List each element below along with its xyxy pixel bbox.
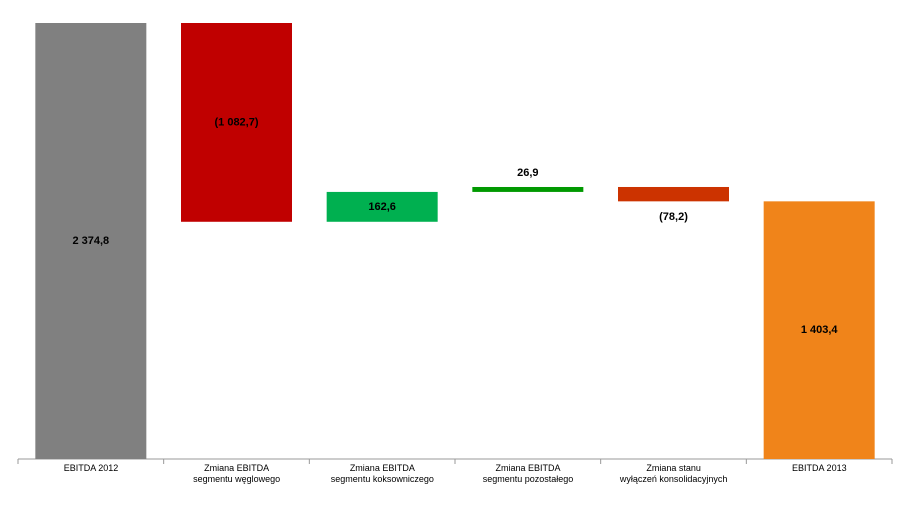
- bar: [326, 191, 438, 222]
- bar: [472, 186, 584, 192]
- value-label: 26,9: [517, 167, 538, 179]
- x-tick-label: Zmiana EBITDA segmentu pozostałego: [482, 463, 574, 484]
- value-label: 162,6: [368, 201, 396, 213]
- x-tick-label: Zmiana stanu wyłączeń konsolidacyjnych: [619, 463, 728, 484]
- x-tick-label: EBITDA 2013: [792, 463, 847, 473]
- value-label: 2 374,8: [72, 235, 109, 247]
- bar: [181, 23, 292, 222]
- bar: [763, 201, 875, 459]
- x-tick-label: EBITDA 2012: [63, 463, 119, 473]
- x-tick-label: Zmiana EBITDA segmentu węglowego: [193, 463, 281, 484]
- value-label: (78,2): [659, 211, 688, 223]
- bar: [35, 23, 147, 459]
- value-label: 1 403,4: [801, 324, 839, 336]
- bar: [618, 186, 729, 202]
- value-label: (1 082,7): [214, 116, 258, 128]
- x-tick-label: Zmiana EBITDA segmentu koksowniczego: [330, 463, 434, 484]
